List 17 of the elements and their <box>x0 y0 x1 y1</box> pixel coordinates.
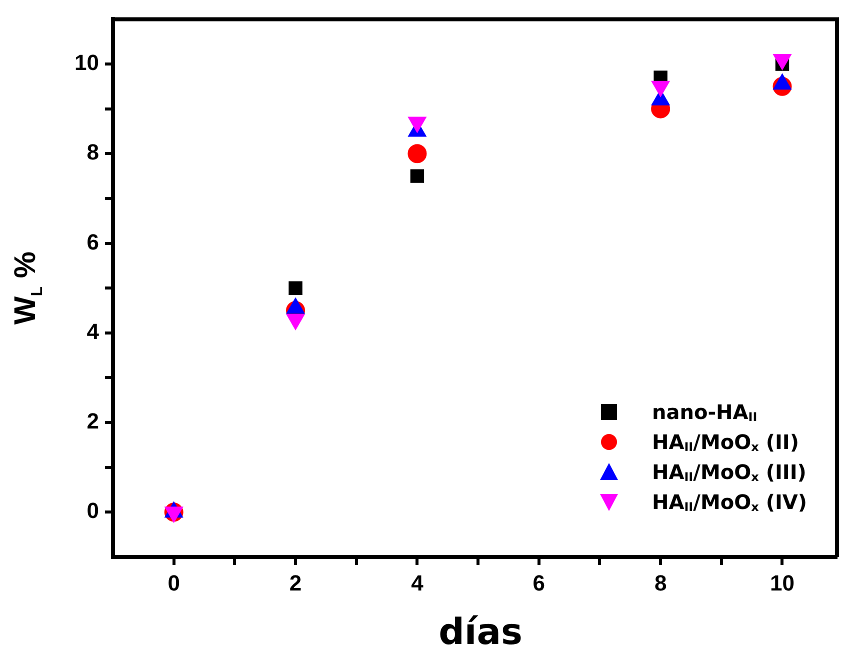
y-tick-label: 8 <box>86 140 99 165</box>
y-tick-label: 10 <box>74 50 99 76</box>
legend-label: nano-HA$_{II}$ <box>652 400 758 424</box>
legend-label: HA$_{II}$/MoO$_{x}$ (II) <box>652 430 799 454</box>
y-tick-label: 4 <box>86 318 100 344</box>
x-tick-label: 4 <box>411 570 424 596</box>
x-tick-label: 8 <box>654 570 667 596</box>
y-tick-label: 0 <box>86 498 99 524</box>
x-tick-label: 6 <box>532 570 546 596</box>
y-tick-label: 2 <box>86 408 99 434</box>
x-tick-label: 2 <box>289 570 302 596</box>
legend-label: HA$_{II}$/MoO$_{x}$ (IV) <box>652 490 808 514</box>
y-tick-label: 6 <box>86 229 99 254</box>
x-axis-title: días <box>438 612 524 653</box>
legend-label: HA$_{II}$/MoO$_{x}$ (III) <box>652 460 806 484</box>
x-tick-label: 10 <box>770 570 794 596</box>
x-tick-label: 0 <box>168 570 180 596</box>
